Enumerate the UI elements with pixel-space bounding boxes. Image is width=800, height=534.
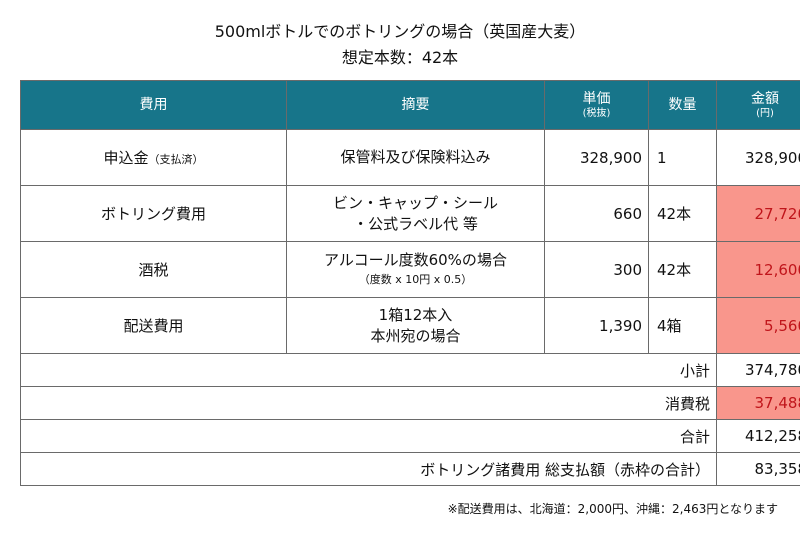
- row-amount: 328,900: [716, 129, 800, 186]
- summary-value-highlighted: 37,488: [716, 386, 800, 420]
- row-quantity: 4箱: [648, 297, 717, 354]
- page-subtitle: 想定本数：42本: [341, 48, 459, 67]
- summary-value: 83,358: [716, 452, 800, 486]
- summary-value: 412,258: [716, 419, 800, 453]
- summary-label: 合計: [20, 419, 717, 453]
- row-description: 保管料及び保険料込み: [286, 129, 545, 186]
- table-row: 申込金（支払済） 保管料及び保険料込み 328,900 1 328,900: [20, 129, 800, 186]
- row-quantity: 1: [648, 129, 717, 186]
- header-item: 費用: [20, 80, 287, 130]
- table-row: ボトリング費用 ビン・キャップ・シール ・公式ラベル代 等 660 42本 27,…: [20, 185, 800, 242]
- row-quantity: 42本: [648, 185, 717, 242]
- summary-label: 小計: [20, 353, 717, 387]
- page-title: 500mlボトルでのボトリングの場合（英国産大麦）: [214, 22, 586, 41]
- row-amount-highlighted: 5,560: [716, 297, 800, 354]
- summary-row-tax: 消費税 37,488: [20, 386, 800, 420]
- row-unit-price: 328,900: [544, 129, 649, 186]
- table-header-row: 費用 摘要 単価 (税抜) 数量 金額 (円): [20, 80, 800, 130]
- header-amount: 金額 (円): [716, 80, 800, 130]
- summary-row-subtotal: 小計 374,780: [20, 353, 800, 387]
- row-description: ビン・キャップ・シール ・公式ラベル代 等: [286, 185, 545, 242]
- row-description: 1箱12本入 本州宛の場合: [286, 297, 545, 354]
- summary-label: ボトリング諸費用 総支払額（赤枠の合計）: [20, 452, 717, 486]
- header-unit-price: 単価 (税抜): [544, 80, 649, 130]
- summary-row-total: 合計 412,258: [20, 419, 800, 453]
- footnote: ※配送費用は、北海道：2,000円、沖縄：2,463円となります: [447, 502, 778, 516]
- summary-label: 消費税: [20, 386, 717, 420]
- row-quantity: 42本: [648, 241, 717, 298]
- row-description: アルコール度数60%の場合 （度数 x 10円 x 0.5）: [286, 241, 545, 298]
- table-row: 酒税 アルコール度数60%の場合 （度数 x 10円 x 0.5） 300 42本…: [20, 241, 800, 298]
- row-name: 酒税: [20, 241, 287, 298]
- row-name: 配送費用: [20, 297, 287, 354]
- header-description: 摘要: [286, 80, 545, 130]
- header-quantity: 数量: [648, 80, 717, 130]
- row-unit-price: 660: [544, 185, 649, 242]
- summary-row-bottling-total: ボトリング諸費用 総支払額（赤枠の合計） 83,358: [20, 452, 800, 486]
- row-amount-highlighted: 12,600: [716, 241, 800, 298]
- row-unit-price: 1,390: [544, 297, 649, 354]
- cost-table: 費用 摘要 単価 (税抜) 数量 金額 (円) 申込金（支払済） 保管料及び保険料込…: [20, 80, 800, 486]
- row-amount-highlighted: 27,720: [716, 185, 800, 242]
- row-unit-price: 300: [544, 241, 649, 298]
- row-name: ボトリング費用: [20, 185, 287, 242]
- summary-value: 374,780: [716, 353, 800, 387]
- row-name: 申込金（支払済）: [20, 129, 287, 186]
